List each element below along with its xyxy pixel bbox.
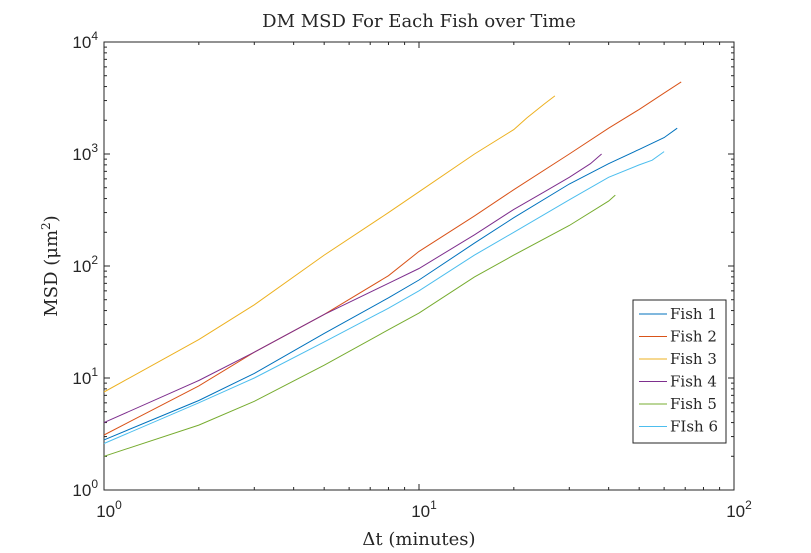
series-line-6: [103, 151, 665, 444]
x-tick-label-exponent: 2: [745, 498, 752, 512]
x-tick-label-exponent: 0: [115, 498, 122, 512]
y-tick-label-base: 10: [72, 481, 91, 500]
series-line-5: [103, 194, 616, 457]
y-axis-label-end: ): [41, 215, 62, 222]
legend-label-3: Fish 3: [670, 350, 717, 368]
y-axis-label-main: MSD (μm: [41, 230, 62, 317]
y-tick-label: 101: [72, 365, 98, 388]
legend-box: [632, 299, 727, 444]
x-axis-label: Δt (minutes): [362, 529, 475, 550]
series-line-1: [103, 127, 678, 441]
x-tick-label-base: 10: [726, 502, 745, 521]
y-tick-label-base: 10: [72, 145, 91, 164]
legend-label-1: Fish 1: [670, 305, 717, 323]
x-tick-label-base: 10: [411, 502, 430, 521]
y-tick-label-base: 10: [72, 369, 91, 388]
legend-label-6: FIsh 6: [670, 418, 718, 436]
series-line-3: [103, 95, 556, 393]
y-tick-label-exponent: 3: [91, 141, 98, 155]
legend-label-5: Fish 5: [670, 395, 717, 413]
series-lines: [103, 81, 682, 457]
y-tick-label-exponent: 0: [91, 477, 98, 491]
plot-area: [103, 41, 735, 491]
y-tick-label-base: 10: [72, 33, 91, 52]
y-tick-label-exponent: 1: [91, 365, 98, 379]
series-line-4: [103, 153, 602, 424]
y-tick-label: 104: [72, 29, 98, 52]
legend: Fish 1 Fish 2 Fish 3 Fish 4 Fish 5 FIsh 6: [632, 299, 727, 444]
x-tick-labels: 100 101 102: [96, 498, 752, 521]
x-tick-label: 102: [726, 498, 752, 521]
y-tick-label-exponent: 4: [91, 29, 98, 43]
x-tick-label-base: 10: [96, 502, 115, 521]
y-axis-label-superscript: 2: [39, 222, 53, 230]
y-tick-label-exponent: 2: [91, 253, 98, 267]
x-tick-label: 101: [411, 498, 437, 521]
chart-title: DM MSD For Each Fish over Time: [262, 11, 576, 32]
axis-ticks: [103, 41, 735, 491]
y-axis-label: MSD (μm2): [39, 215, 62, 316]
y-tick-label: 102: [72, 253, 98, 276]
legend-label-4: Fish 4: [670, 373, 717, 391]
x-tick-label: 100: [96, 498, 122, 521]
y-tick-label-base: 10: [72, 257, 91, 276]
legend-items: Fish 1 Fish 2 Fish 3 Fish 4 Fish 5 FIsh 6: [639, 305, 718, 436]
legend-label-2: Fish 2: [670, 328, 717, 346]
x-tick-label-exponent: 1: [430, 498, 437, 512]
y-tick-label: 103: [72, 141, 98, 164]
y-tick-label: 100: [72, 477, 98, 500]
